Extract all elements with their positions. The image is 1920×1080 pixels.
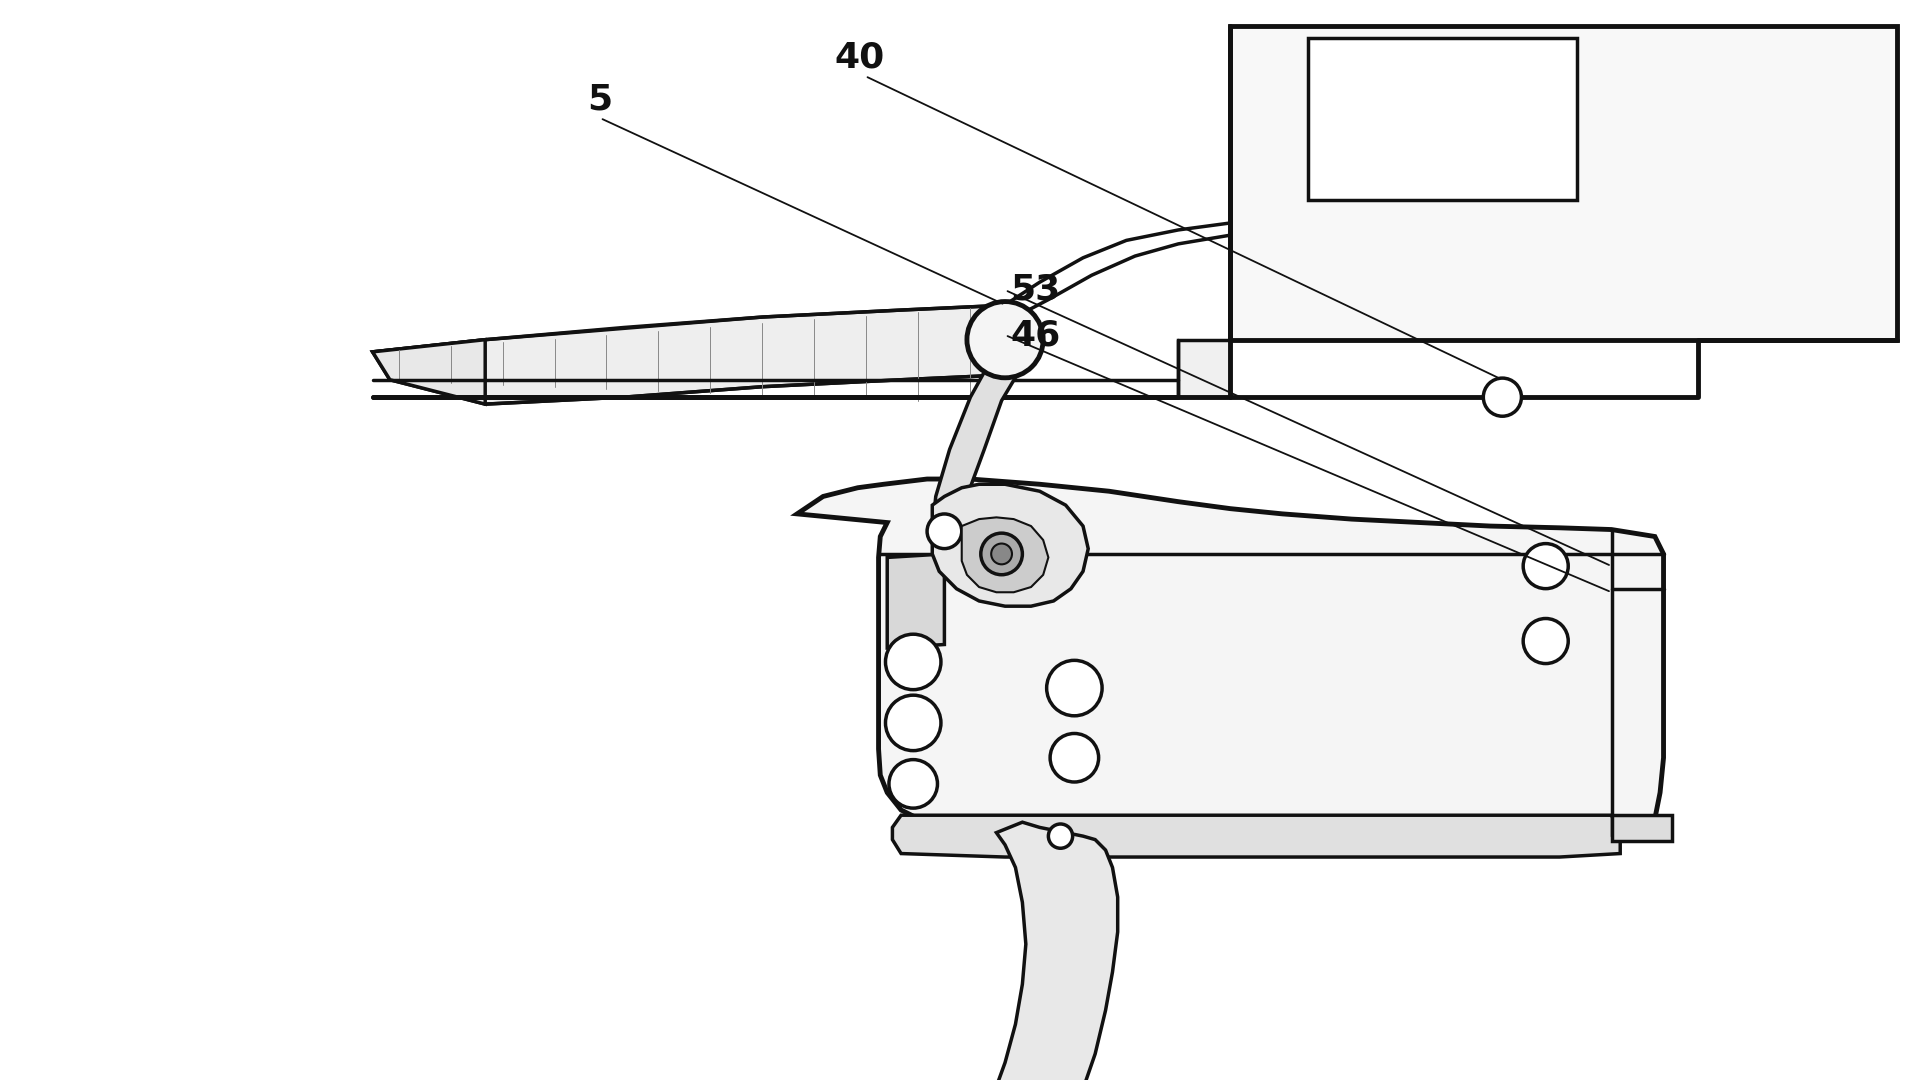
- Circle shape: [885, 634, 941, 690]
- Text: 5: 5: [588, 83, 612, 117]
- Polygon shape: [887, 554, 945, 648]
- Polygon shape: [372, 340, 486, 404]
- Circle shape: [1523, 543, 1569, 589]
- Circle shape: [885, 696, 941, 751]
- Polygon shape: [962, 517, 1048, 592]
- Polygon shape: [1231, 26, 1897, 340]
- Circle shape: [1048, 824, 1073, 848]
- Circle shape: [1523, 619, 1569, 663]
- Text: 53: 53: [1010, 273, 1060, 307]
- Circle shape: [968, 301, 1043, 378]
- Circle shape: [981, 534, 1021, 575]
- Circle shape: [1484, 378, 1521, 416]
- Text: 46: 46: [1010, 318, 1060, 352]
- Circle shape: [991, 543, 1012, 565]
- Polygon shape: [1308, 38, 1576, 200]
- Polygon shape: [797, 480, 1663, 841]
- Text: 40: 40: [835, 41, 885, 75]
- Polygon shape: [933, 366, 1021, 540]
- Polygon shape: [893, 815, 1620, 858]
- Polygon shape: [968, 822, 1117, 1080]
- Circle shape: [927, 514, 962, 549]
- Polygon shape: [1179, 340, 1231, 397]
- Circle shape: [1050, 733, 1098, 782]
- Polygon shape: [1611, 815, 1672, 841]
- Polygon shape: [372, 305, 1014, 404]
- Polygon shape: [933, 484, 1089, 606]
- Circle shape: [1046, 660, 1102, 716]
- Circle shape: [889, 759, 937, 808]
